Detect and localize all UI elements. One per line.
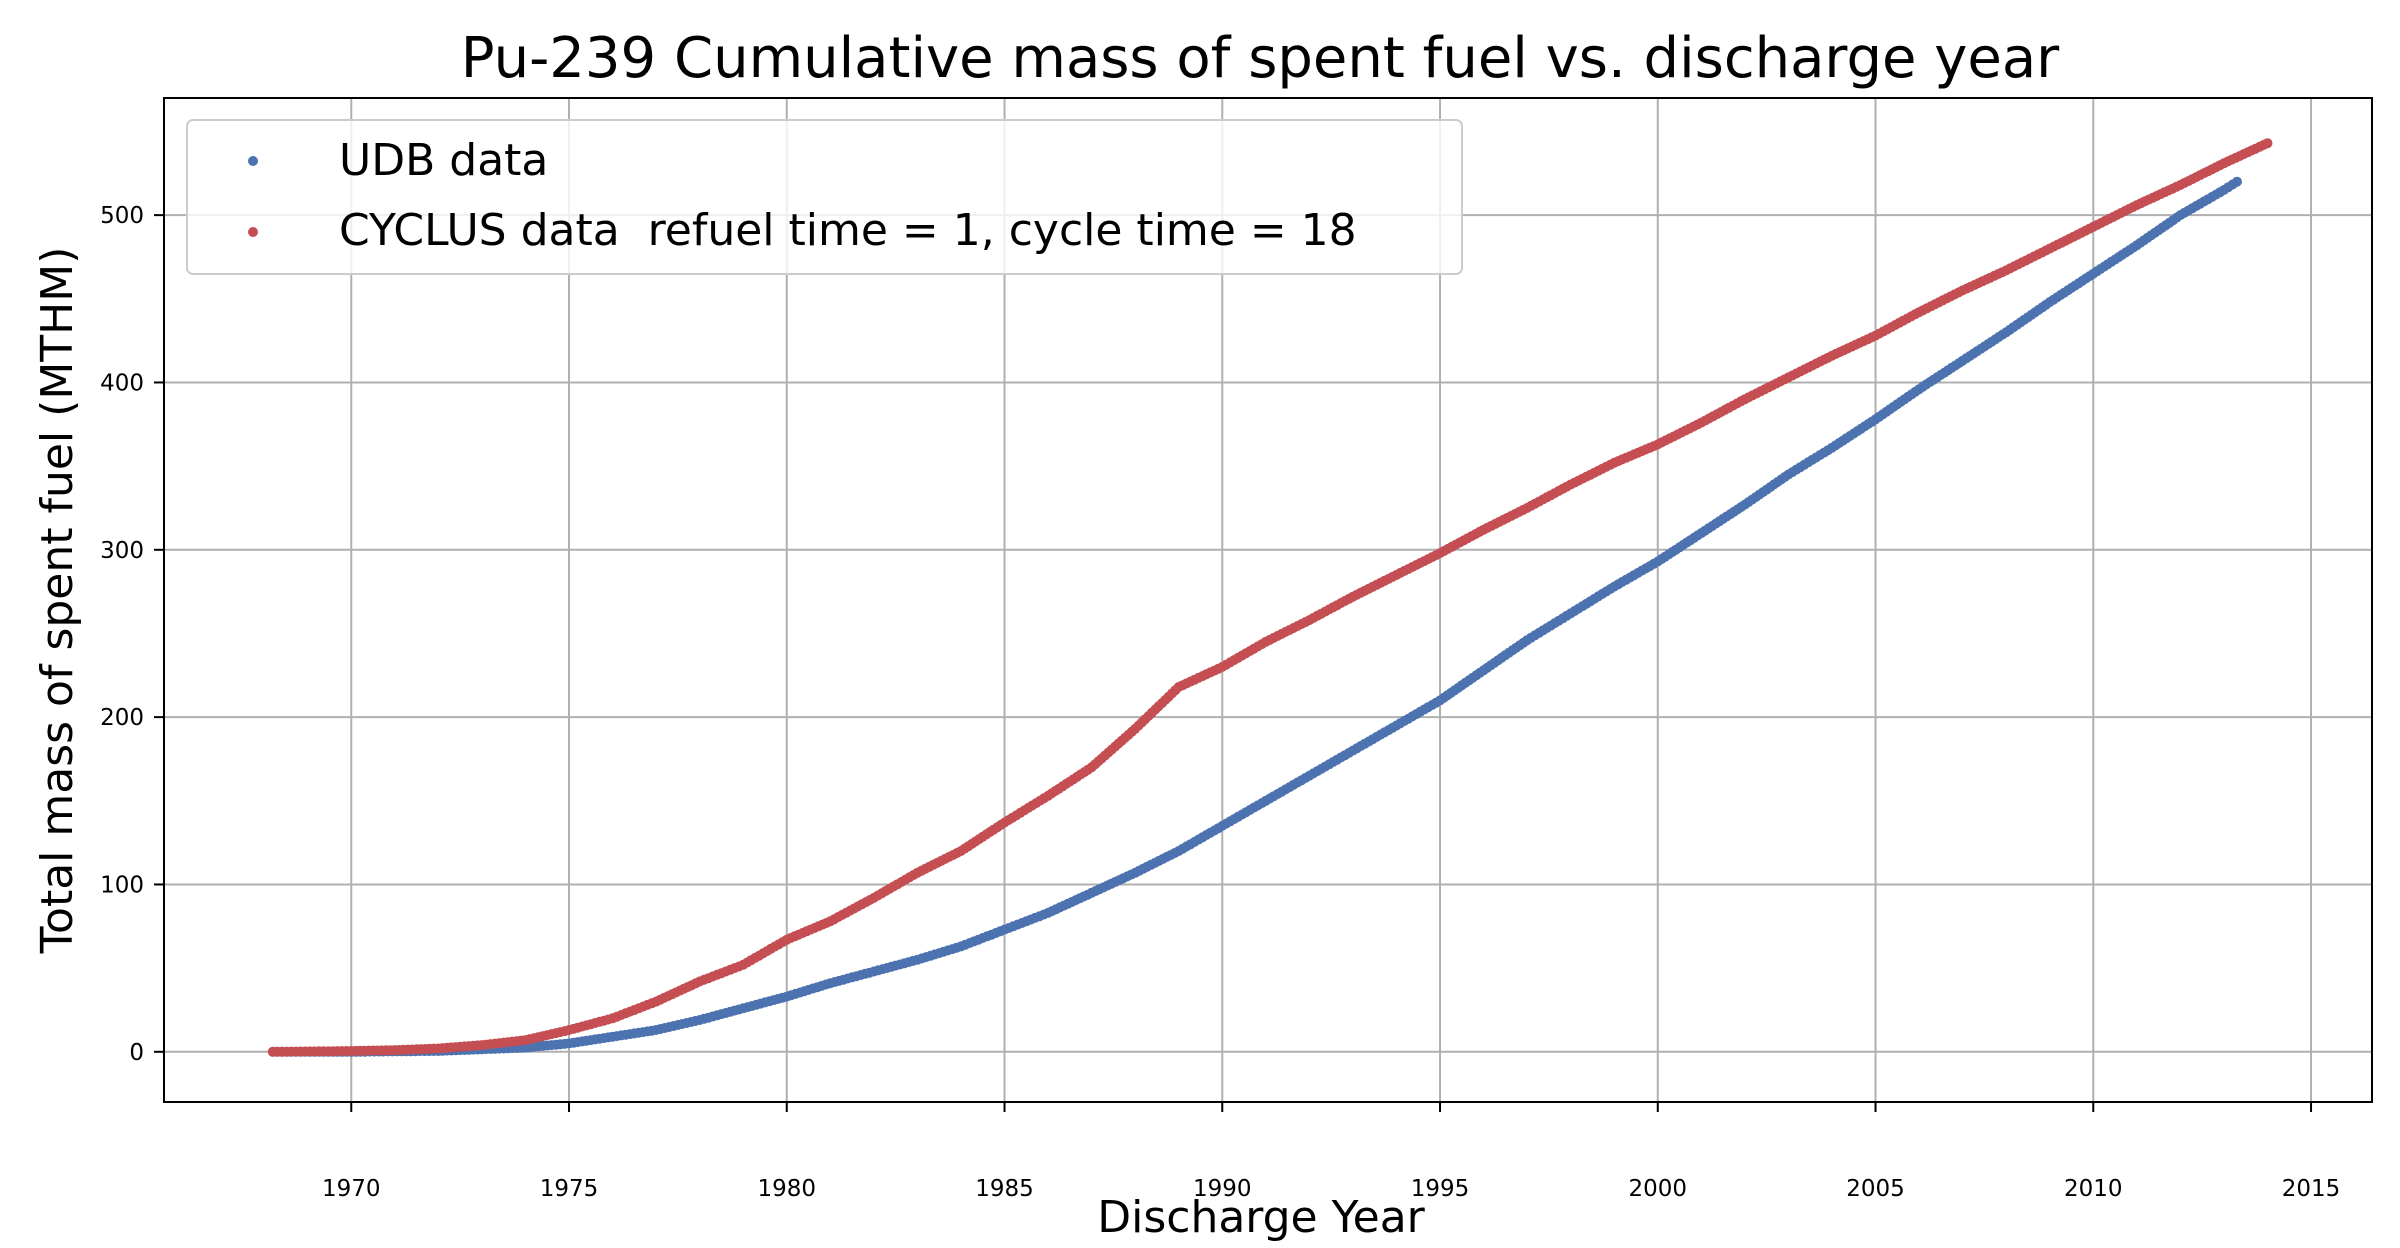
y-tick-label: 400	[100, 370, 144, 396]
y-tick-label: 200	[100, 705, 144, 731]
x-tick-label: 2005	[1846, 1176, 1905, 1202]
legend-label-udb: UDB data	[339, 135, 548, 186]
data-series	[267, 138, 2273, 1057]
series-udb	[267, 176, 2242, 1057]
axis-ticks: 1970 1975 1980 1985 1990 1995 2000 2005 2010 2015…	[100, 203, 2340, 1202]
data-point	[2232, 176, 2242, 187]
x-tick-label: 1985	[975, 1176, 1034, 1202]
x-tick-label: 2010	[2064, 1176, 2123, 1202]
plot-frame	[163, 97, 2373, 1103]
x-tick-label: 1970	[322, 1176, 381, 1202]
legend-label-cyclus: CYCLUS data refuel time = 1, cycle time …	[339, 205, 1357, 256]
x-tick-label: 1980	[757, 1176, 816, 1202]
x-axis-label: Discharge Year	[1097, 1192, 1425, 1243]
legend-box	[186, 119, 1463, 275]
y-axis-label: Total mass of spent fuel (MTHM)	[32, 247, 83, 955]
x-tick-label: 1995	[1411, 1176, 1470, 1202]
x-tick-label: 2015	[2282, 1176, 2341, 1202]
series-cyclus	[267, 138, 2273, 1057]
y-tick-label: 0	[129, 1040, 144, 1066]
x-tick-label: 2000	[1629, 1176, 1688, 1202]
y-tick-label: 500	[100, 203, 144, 229]
x-tick-label: 1990	[1193, 1176, 1252, 1202]
chart-title: Pu-239 Cumulative mass of spent fuel vs.…	[461, 26, 2060, 91]
data-point	[2262, 138, 2273, 149]
legend: UDB data CYCLUS data refuel time = 1, cy…	[186, 119, 1463, 275]
y-tick-label: 300	[100, 538, 144, 564]
x-tick-label: 1975	[540, 1176, 599, 1202]
legend-marker-cyclus	[248, 227, 258, 237]
y-tick-label: 100	[100, 872, 144, 898]
legend-marker-udb	[248, 156, 258, 166]
